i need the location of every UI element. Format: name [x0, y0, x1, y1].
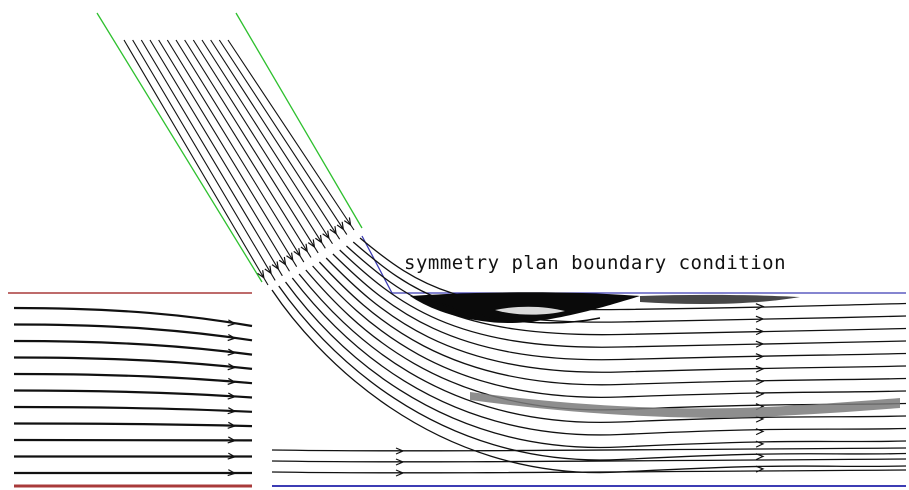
upstream-streamline — [13, 389, 253, 399]
flow-arrow — [227, 319, 237, 327]
jet-streamline — [192, 39, 326, 249]
flow-arrow — [286, 252, 294, 262]
jet-streamline — [218, 39, 348, 235]
downstream-streamline — [285, 281, 907, 449]
downstream-streamline — [325, 257, 907, 373]
flow-arrow — [329, 226, 337, 236]
upstream-streamline — [13, 339, 253, 356]
flow-arrow — [336, 221, 345, 231]
flow-arrow — [227, 436, 237, 444]
flow-arrow — [755, 353, 765, 361]
flow-arrow — [293, 248, 301, 258]
flow-arrow — [227, 469, 237, 477]
flow-arrow — [755, 328, 765, 336]
flow-arrow — [227, 334, 237, 342]
downstream-streamline — [346, 245, 907, 336]
jet-streamline — [132, 39, 276, 281]
flow-arrow — [264, 265, 272, 275]
symmetry-boundary — [361, 235, 906, 294]
upstream-streamline — [13, 356, 253, 370]
downstream-streamline — [352, 241, 907, 323]
flow-arrow — [227, 377, 237, 385]
flow-arrow — [257, 270, 265, 280]
flow-arrow — [343, 217, 352, 227]
flow-arrow — [227, 407, 237, 415]
flow-arrow — [755, 378, 765, 386]
dense-streamline-band — [470, 392, 900, 418]
flow-arrow — [395, 469, 405, 477]
flow-arrow — [227, 452, 237, 460]
downstream-streamline — [305, 269, 907, 411]
annotation-label: symmetry plan boundary condition — [404, 252, 787, 274]
downstream-streamline — [339, 249, 907, 348]
upstream-streamline — [13, 323, 253, 342]
jet-streamline — [140, 39, 283, 277]
jet-wall-right — [235, 12, 363, 229]
upstream-streamline — [13, 422, 253, 428]
flow-arrow — [395, 458, 405, 466]
flow-arrow — [755, 440, 765, 448]
flow-arrow — [755, 453, 765, 461]
flow-arrow — [227, 392, 237, 400]
upstream-streamline — [13, 306, 253, 328]
upstream-streamlines — [13, 306, 253, 477]
flow-arrow — [278, 256, 287, 266]
flow-arrow — [755, 315, 765, 323]
upstream-streamline — [13, 372, 253, 385]
flow-arrow — [755, 303, 765, 311]
jet-streamline — [184, 39, 319, 254]
jet-streamline — [123, 39, 269, 286]
jet-wall-left — [96, 12, 263, 283]
downstream-streamline — [312, 265, 907, 398]
flow-arrow — [227, 421, 237, 429]
downstream-streamline — [271, 289, 907, 474]
recirculation-zone — [410, 292, 800, 324]
flow-arrow — [227, 348, 237, 356]
jet-streamline — [149, 39, 290, 272]
downstream-streamline — [271, 458, 907, 463]
jet-streamline — [166, 39, 305, 263]
downstream-streamline — [278, 285, 907, 461]
downstream-streamline — [318, 261, 907, 386]
jet-streamlines — [123, 39, 355, 286]
downstream-streamline — [271, 447, 907, 452]
flow-arrow — [755, 365, 765, 373]
flow-arrow — [227, 363, 237, 371]
jet-streamline — [158, 39, 298, 267]
flow-arrow — [755, 428, 765, 436]
upstream-streamline — [13, 405, 253, 413]
downstream-streamline — [271, 469, 907, 474]
downstream-streamline — [291, 277, 907, 436]
downstream-streamline — [359, 237, 907, 311]
flow-arrow — [755, 340, 765, 348]
flow-arrow — [307, 239, 316, 249]
flow-arrow — [755, 390, 765, 398]
flow-arrow — [322, 230, 330, 240]
flow-arrow — [395, 447, 405, 455]
jet-streamline — [175, 39, 312, 258]
flow-arrow — [271, 261, 280, 271]
flow-arrow — [755, 415, 765, 423]
jet-streamline — [201, 39, 333, 245]
jet-streamline — [210, 39, 341, 240]
downstream-streamline — [298, 273, 907, 424]
jet-streamline — [227, 39, 355, 231]
flow-arrow — [315, 234, 323, 244]
flow-arrow — [300, 243, 308, 253]
downstream-streamline — [332, 253, 907, 361]
